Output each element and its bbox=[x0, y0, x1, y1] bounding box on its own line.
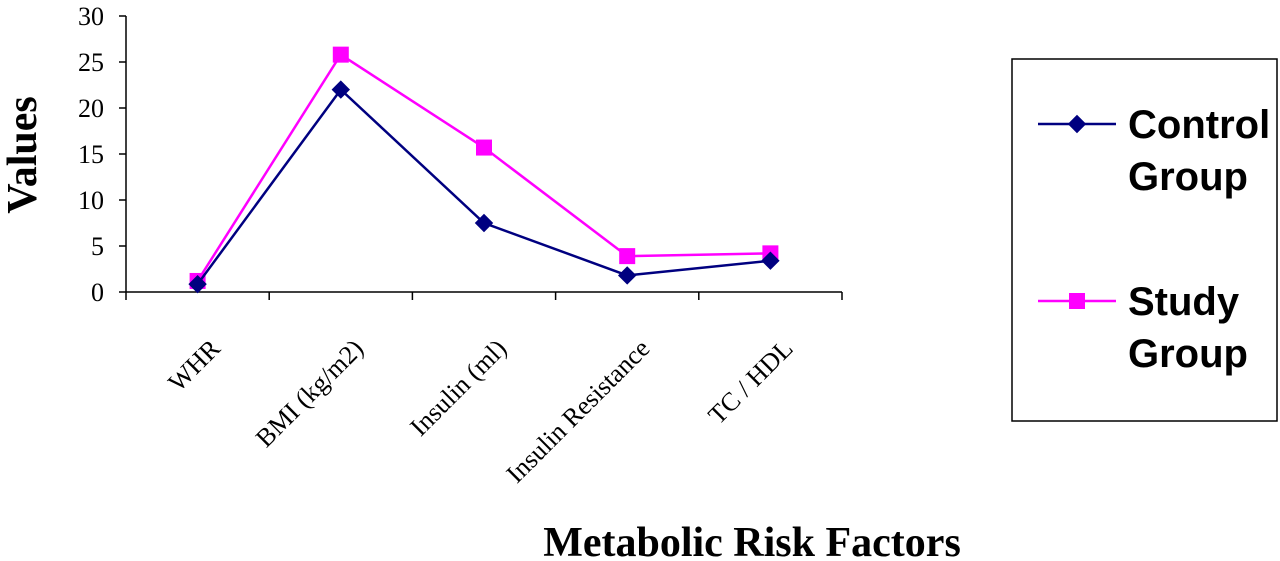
data-point-diamond-legend bbox=[1067, 114, 1087, 134]
legend-label: Study bbox=[1128, 280, 1240, 324]
legend-label: Control bbox=[1128, 103, 1270, 147]
x-tick-label: TC / HDL bbox=[703, 334, 799, 430]
data-point-square bbox=[332, 46, 349, 63]
data-point-diamond bbox=[188, 274, 207, 294]
data-point-diamond bbox=[331, 80, 351, 99]
y-tick-label: 25 bbox=[78, 48, 104, 77]
x-tick-label: Insulin Resistance bbox=[501, 334, 656, 489]
legend-label: Group bbox=[1128, 332, 1248, 376]
y-tick-label: 15 bbox=[78, 140, 104, 169]
legend: Control Group Study Group bbox=[1011, 58, 1278, 422]
x-tick-label: WHR bbox=[162, 333, 226, 397]
x-axis: WHR BMI (kg/m2) Insulin (ml)Insulin Resist… bbox=[125, 291, 843, 489]
series-layer bbox=[188, 46, 780, 294]
data-point-diamond bbox=[474, 213, 494, 233]
series-study-group bbox=[189, 46, 779, 289]
data-point-diamond bbox=[617, 266, 637, 285]
legend-entry-control-group: Control Group bbox=[1038, 103, 1270, 199]
legend-entry-study-group: Study Group bbox=[1038, 280, 1248, 376]
y-tick-label: 20 bbox=[78, 94, 104, 123]
series-control-group bbox=[188, 80, 780, 294]
x-tick-label: Insulin (ml) bbox=[404, 334, 512, 442]
legend-box bbox=[1011, 58, 1278, 422]
y-tick-label: 5 bbox=[91, 232, 104, 261]
y-tick-label: 10 bbox=[78, 186, 104, 215]
data-point-diamond bbox=[761, 251, 780, 270]
x-axis-title: Metabolic Risk Factors bbox=[543, 520, 961, 561]
data-point-square-legend bbox=[1069, 293, 1085, 309]
x-tick-label: BMI (kg/m2) bbox=[250, 334, 369, 453]
data-point-square bbox=[476, 139, 492, 156]
legend-label: Group bbox=[1128, 155, 1248, 199]
y-axis: 0 5 10 15 20 25 30 bbox=[78, 2, 127, 307]
y-axis-title: Values bbox=[0, 96, 46, 214]
y-tick-label: 0 bbox=[91, 278, 104, 307]
data-point-square bbox=[619, 248, 636, 265]
y-tick-label: 30 bbox=[78, 2, 104, 31]
